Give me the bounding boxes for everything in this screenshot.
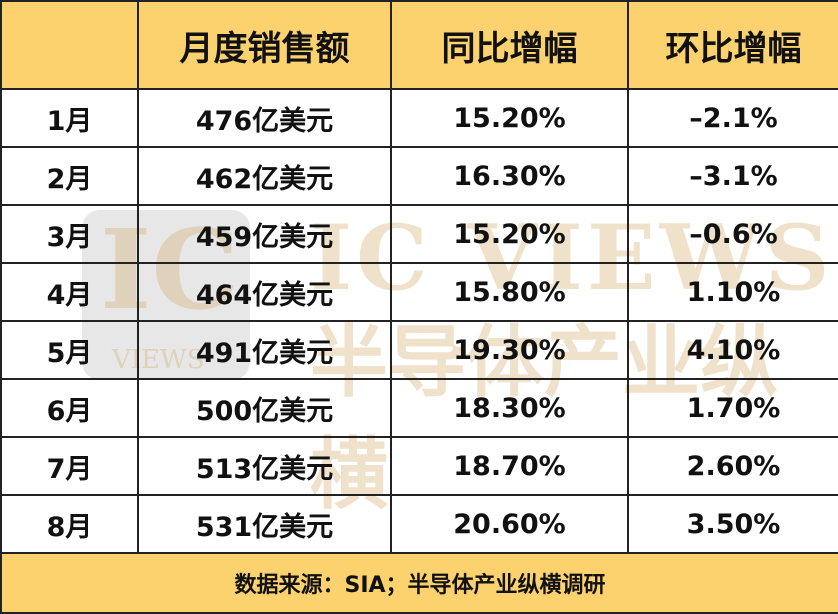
- table-row: 5月 491亿美元 19.30% 4.10%: [0, 320, 838, 380]
- value-cell: 1.10%: [627, 262, 838, 322]
- footer-cell: 数据来源：SIA；半导体产业纵横调研: [0, 552, 838, 614]
- table-row: 1月 476亿美元 15.20% –2.1%: [0, 88, 838, 148]
- value-cell: 19.30%: [390, 320, 629, 380]
- header-cell: 环比增幅: [627, 0, 838, 90]
- month-cell: 7月: [0, 436, 139, 496]
- header-cell: 月度销售额: [137, 0, 392, 90]
- month-cell: 4月: [0, 262, 139, 322]
- month-cell: 6月: [0, 378, 139, 438]
- value-cell: 500亿美元: [137, 378, 392, 438]
- value-cell: 531亿美元: [137, 494, 392, 554]
- value-cell: 18.30%: [390, 378, 629, 438]
- month-cell: 2月: [0, 146, 139, 206]
- value-cell: 20.60%: [390, 494, 629, 554]
- table-row: 3月 459亿美元 15.20% –0.6%: [0, 204, 838, 264]
- value-cell: 2.60%: [627, 436, 838, 496]
- value-cell: 4.10%: [627, 320, 838, 380]
- month-cell: 3月: [0, 204, 139, 264]
- month-cell: 1月: [0, 88, 139, 148]
- table-row: 6月 500亿美元 18.30% 1.70%: [0, 378, 838, 438]
- value-cell: 15.80%: [390, 262, 629, 322]
- value-cell: 476亿美元: [137, 88, 392, 148]
- value-cell: 459亿美元: [137, 204, 392, 264]
- value-cell: –3.1%: [627, 146, 838, 206]
- value-cell: 15.20%: [390, 204, 629, 264]
- value-cell: 3.50%: [627, 494, 838, 554]
- corner-cell: [0, 0, 139, 90]
- value-cell: 15.20%: [390, 88, 629, 148]
- header-cell: 同比增幅: [390, 0, 629, 90]
- value-cell: 491亿美元: [137, 320, 392, 380]
- table-row: 7月 513亿美元 18.70% 2.60%: [0, 436, 838, 496]
- value-cell: 1.70%: [627, 378, 838, 438]
- footer-row: 数据来源：SIA；半导体产业纵横调研: [0, 552, 838, 614]
- header-row: 月度销售额 同比增幅 环比增幅: [0, 0, 838, 90]
- value-cell: –2.1%: [627, 88, 838, 148]
- table-row: 4月 464亿美元 15.80% 1.10%: [0, 262, 838, 322]
- value-cell: 462亿美元: [137, 146, 392, 206]
- value-cell: –0.6%: [627, 204, 838, 264]
- value-cell: 18.70%: [390, 436, 629, 496]
- month-cell: 5月: [0, 320, 139, 380]
- month-cell: 8月: [0, 494, 139, 554]
- value-cell: 513亿美元: [137, 436, 392, 496]
- table-row: 8月 531亿美元 20.60% 3.50%: [0, 494, 838, 554]
- value-cell: 464亿美元: [137, 262, 392, 322]
- table-row: 2月 462亿美元 16.30% –3.1%: [0, 146, 838, 206]
- value-cell: 16.30%: [390, 146, 629, 206]
